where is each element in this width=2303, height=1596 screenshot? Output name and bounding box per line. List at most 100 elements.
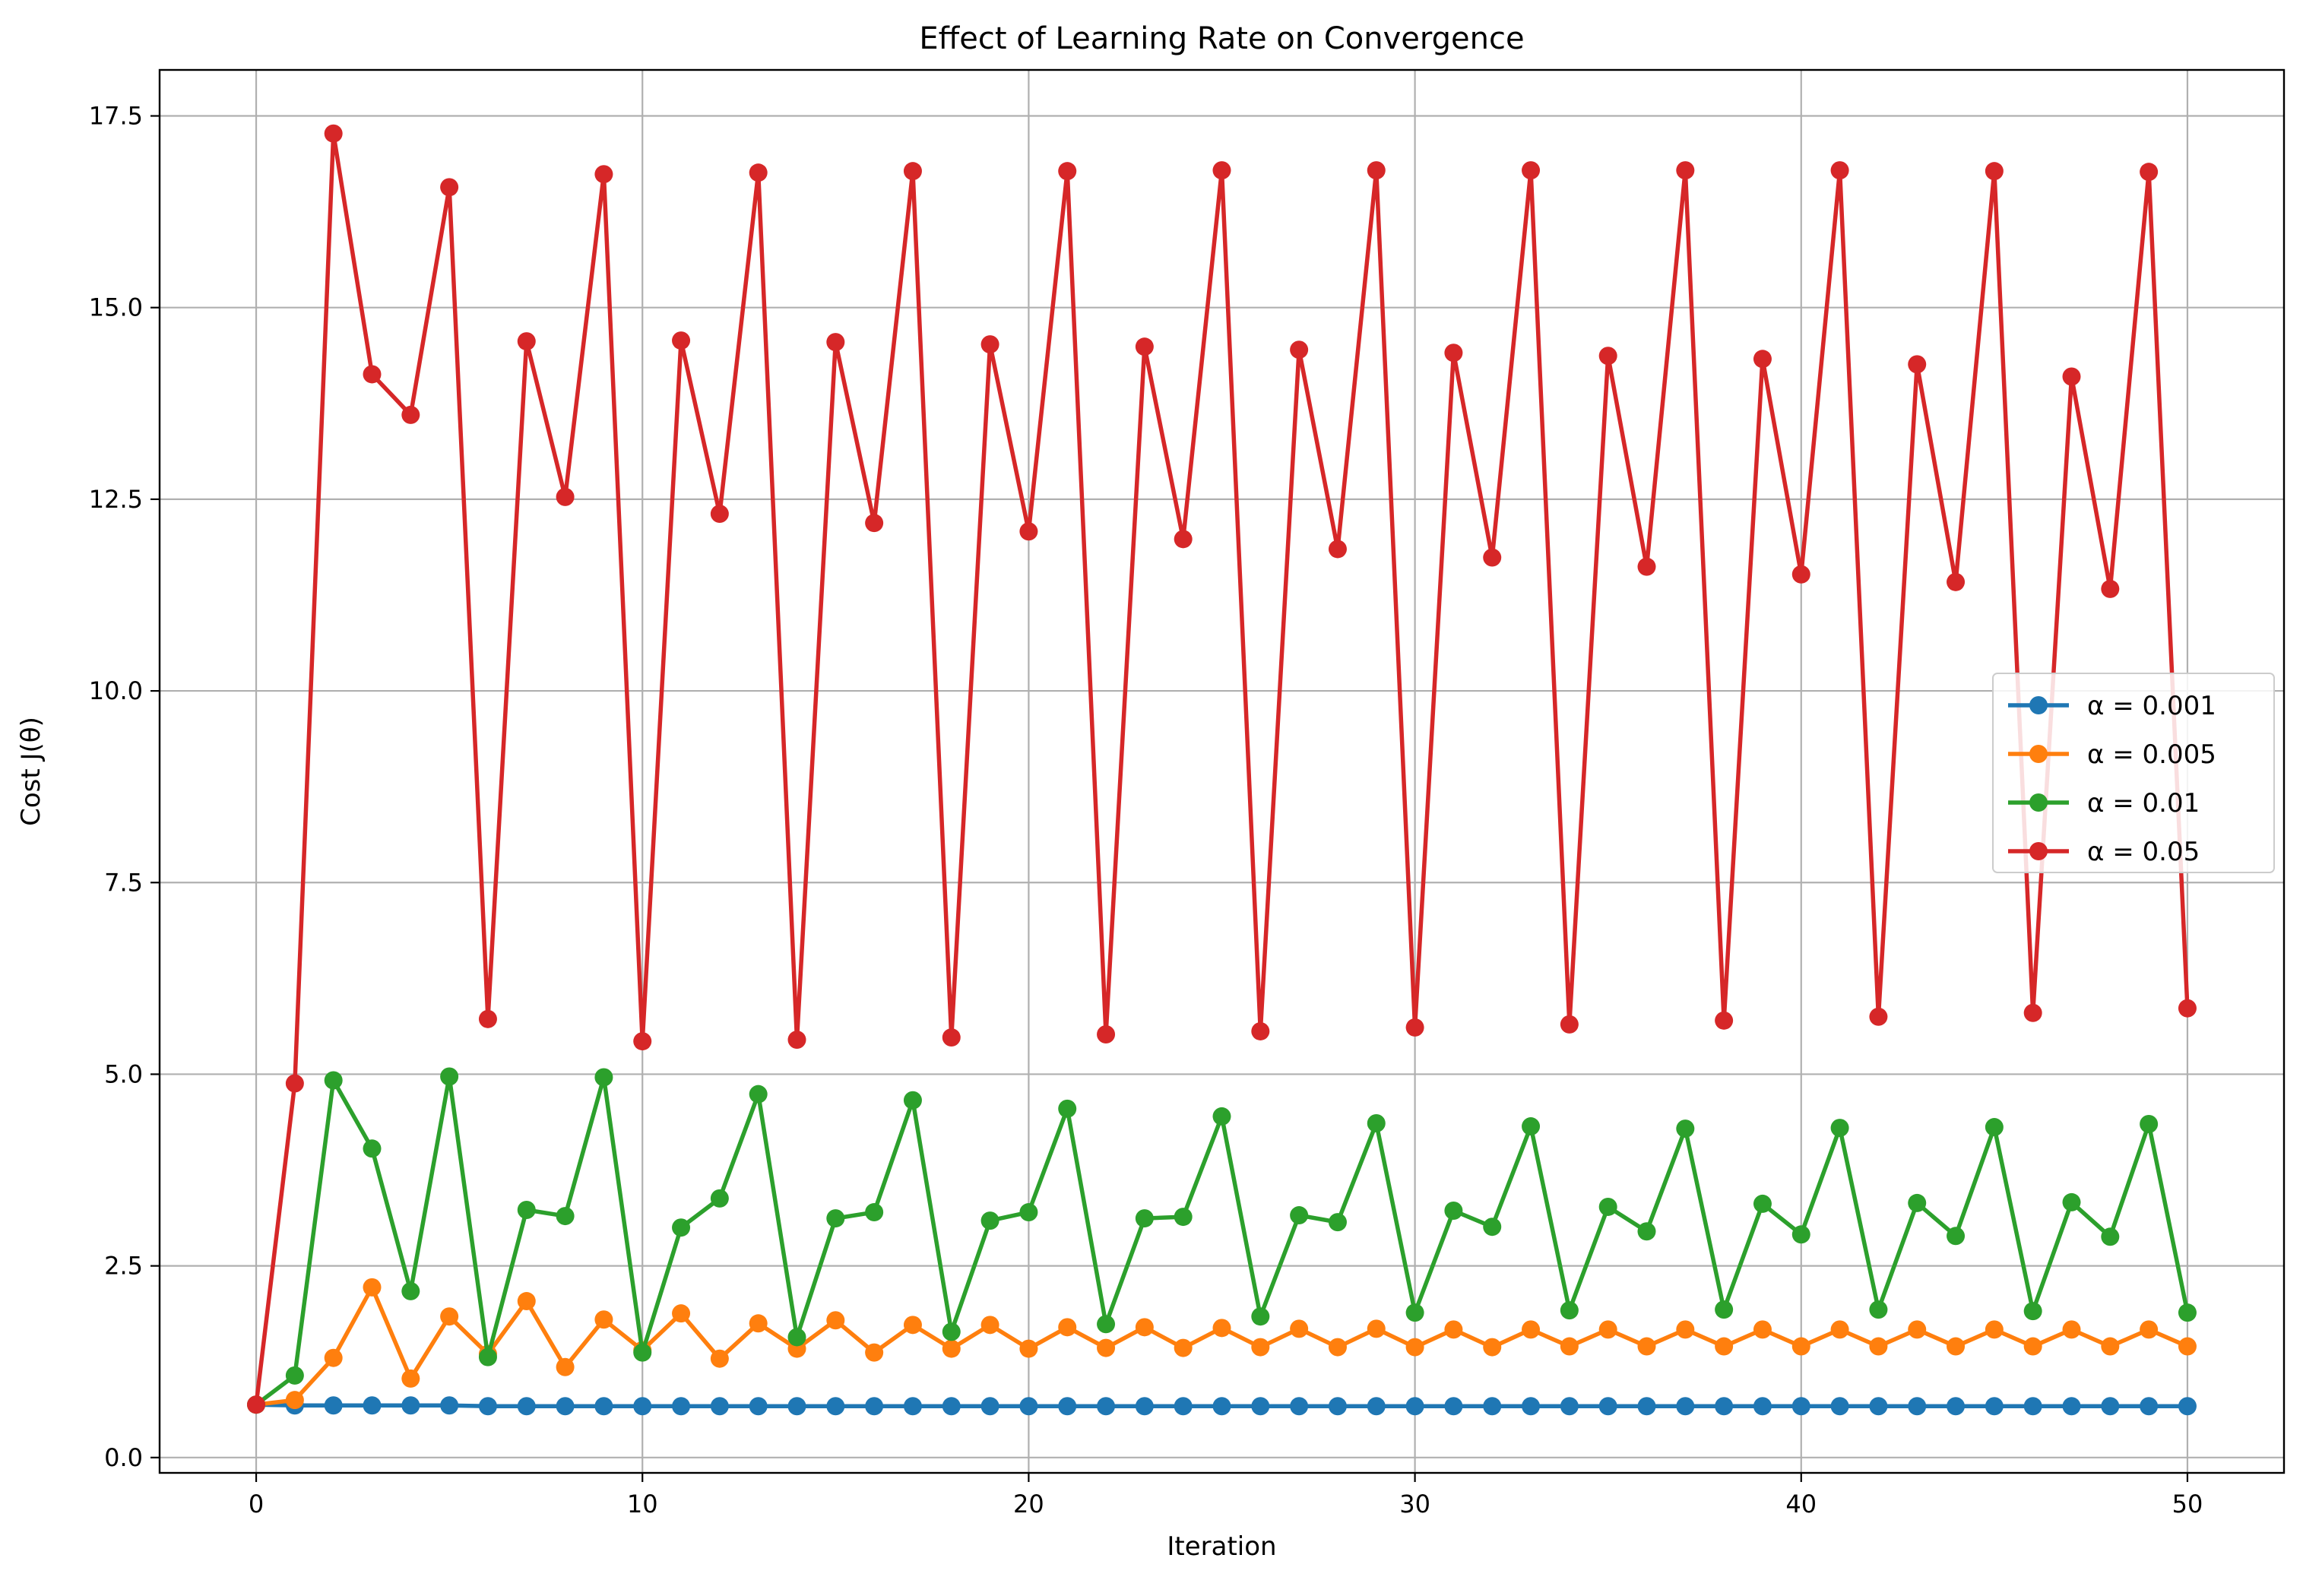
data-point bbox=[1598, 1197, 1617, 1216]
data-point bbox=[1483, 1218, 1502, 1237]
data-point bbox=[1058, 1318, 1077, 1337]
data-point bbox=[1947, 1397, 1966, 1416]
data-point bbox=[517, 1397, 536, 1416]
legend: α = 0.001 α = 0.005 α = 0.01 α = 0.05 bbox=[1992, 673, 2275, 873]
data-point bbox=[633, 1397, 652, 1416]
data-point bbox=[2178, 1397, 2197, 1416]
data-point bbox=[478, 1397, 497, 1416]
data-point bbox=[1019, 522, 1038, 541]
data-point bbox=[2101, 1397, 2120, 1416]
y-tick-label: 15.0 bbox=[89, 293, 143, 322]
series-1 bbox=[247, 1395, 2197, 1416]
data-point bbox=[1405, 1018, 1424, 1037]
data-point bbox=[1522, 1320, 1541, 1339]
data-point bbox=[710, 1349, 729, 1368]
data-point bbox=[1791, 1337, 1810, 1356]
data-point bbox=[710, 505, 729, 524]
data-point bbox=[285, 1074, 304, 1093]
y-tick-label: 17.5 bbox=[89, 102, 143, 131]
data-point bbox=[1869, 1397, 1888, 1416]
data-point bbox=[633, 1032, 652, 1051]
data-point bbox=[1405, 1397, 1424, 1416]
data-point bbox=[1367, 1319, 1386, 1338]
data-point bbox=[2023, 1397, 2042, 1416]
data-point bbox=[942, 1028, 961, 1047]
data-point bbox=[324, 1071, 343, 1090]
data-point bbox=[1212, 1107, 1231, 1126]
data-point bbox=[1560, 1015, 1579, 1034]
data-point bbox=[903, 1397, 922, 1416]
data-point bbox=[517, 332, 536, 351]
data-point bbox=[363, 1396, 382, 1415]
legend-item: α = 0.001 bbox=[2008, 691, 2216, 721]
series-4 bbox=[247, 124, 2197, 1414]
legend-marker bbox=[2029, 793, 2048, 812]
data-point bbox=[1058, 1099, 1077, 1118]
legend-marker bbox=[2029, 842, 2048, 860]
data-point bbox=[324, 124, 343, 143]
data-point bbox=[2101, 1227, 2120, 1246]
data-point bbox=[826, 333, 845, 352]
data-point bbox=[1290, 340, 1309, 359]
data-point bbox=[942, 1322, 961, 1341]
data-point bbox=[401, 1369, 420, 1388]
data-point bbox=[1830, 1397, 1849, 1416]
data-point bbox=[980, 1397, 999, 1416]
data-point bbox=[1483, 1338, 1502, 1357]
data-point bbox=[1483, 1397, 1502, 1416]
data-point bbox=[2101, 1337, 2120, 1356]
data-point bbox=[1598, 1397, 1617, 1416]
data-point bbox=[710, 1189, 729, 1208]
x-tick-label: 30 bbox=[1399, 1490, 1430, 1518]
data-point bbox=[1251, 1397, 1270, 1416]
data-point bbox=[1444, 1397, 1463, 1416]
data-point bbox=[440, 1067, 459, 1086]
data-point bbox=[1676, 1320, 1695, 1339]
data-point bbox=[1560, 1397, 1579, 1416]
data-point bbox=[1522, 161, 1541, 180]
data-point bbox=[1869, 1007, 1888, 1026]
data-point bbox=[1753, 1194, 1772, 1213]
legend-label: α = 0.05 bbox=[2087, 837, 2200, 867]
data-point bbox=[1212, 161, 1231, 180]
data-point bbox=[1483, 548, 1502, 567]
data-point bbox=[1791, 565, 1810, 584]
data-point bbox=[1715, 1300, 1734, 1319]
ticks: 0 10 20 30 40 50 0.0 2.5 5.0 7.5 10.0 12.5 15.0 17.5 bbox=[89, 102, 2203, 1518]
legend-item: α = 0.05 bbox=[2008, 837, 2200, 867]
x-tick-label: 20 bbox=[1013, 1490, 1044, 1518]
data-point bbox=[1908, 355, 1927, 374]
data-point bbox=[1676, 1119, 1695, 1138]
data-point bbox=[865, 1203, 884, 1222]
data-point bbox=[1444, 1320, 1463, 1339]
data-point bbox=[2062, 1192, 2081, 1211]
data-point bbox=[1869, 1337, 1888, 1356]
data-point bbox=[2140, 1115, 2159, 1134]
legend-label: α = 0.005 bbox=[2087, 739, 2216, 770]
x-tick-label: 0 bbox=[249, 1490, 264, 1518]
legend-box bbox=[1992, 673, 2275, 873]
data-point bbox=[980, 1316, 999, 1335]
data-point bbox=[1019, 1339, 1038, 1358]
data-point bbox=[1019, 1203, 1038, 1222]
data-point bbox=[1791, 1225, 1810, 1244]
data-point bbox=[440, 178, 459, 197]
data-point bbox=[1444, 1202, 1463, 1221]
data-point bbox=[363, 1278, 382, 1297]
data-point bbox=[980, 1211, 999, 1230]
data-point bbox=[1212, 1397, 1231, 1416]
data-point bbox=[478, 1009, 497, 1028]
data-point bbox=[1058, 1397, 1077, 1416]
data-point bbox=[1947, 1227, 1966, 1246]
data-point bbox=[865, 1343, 884, 1362]
x-tick-label: 40 bbox=[1785, 1490, 1817, 1518]
data-point bbox=[1791, 1397, 1810, 1416]
data-point bbox=[1676, 161, 1695, 180]
data-point bbox=[1676, 1397, 1695, 1416]
data-point bbox=[440, 1307, 459, 1326]
data-point bbox=[1367, 161, 1386, 180]
data-point bbox=[942, 1397, 961, 1416]
data-point bbox=[1097, 1397, 1116, 1416]
data-point bbox=[2023, 1003, 2042, 1022]
data-point bbox=[865, 1397, 884, 1416]
